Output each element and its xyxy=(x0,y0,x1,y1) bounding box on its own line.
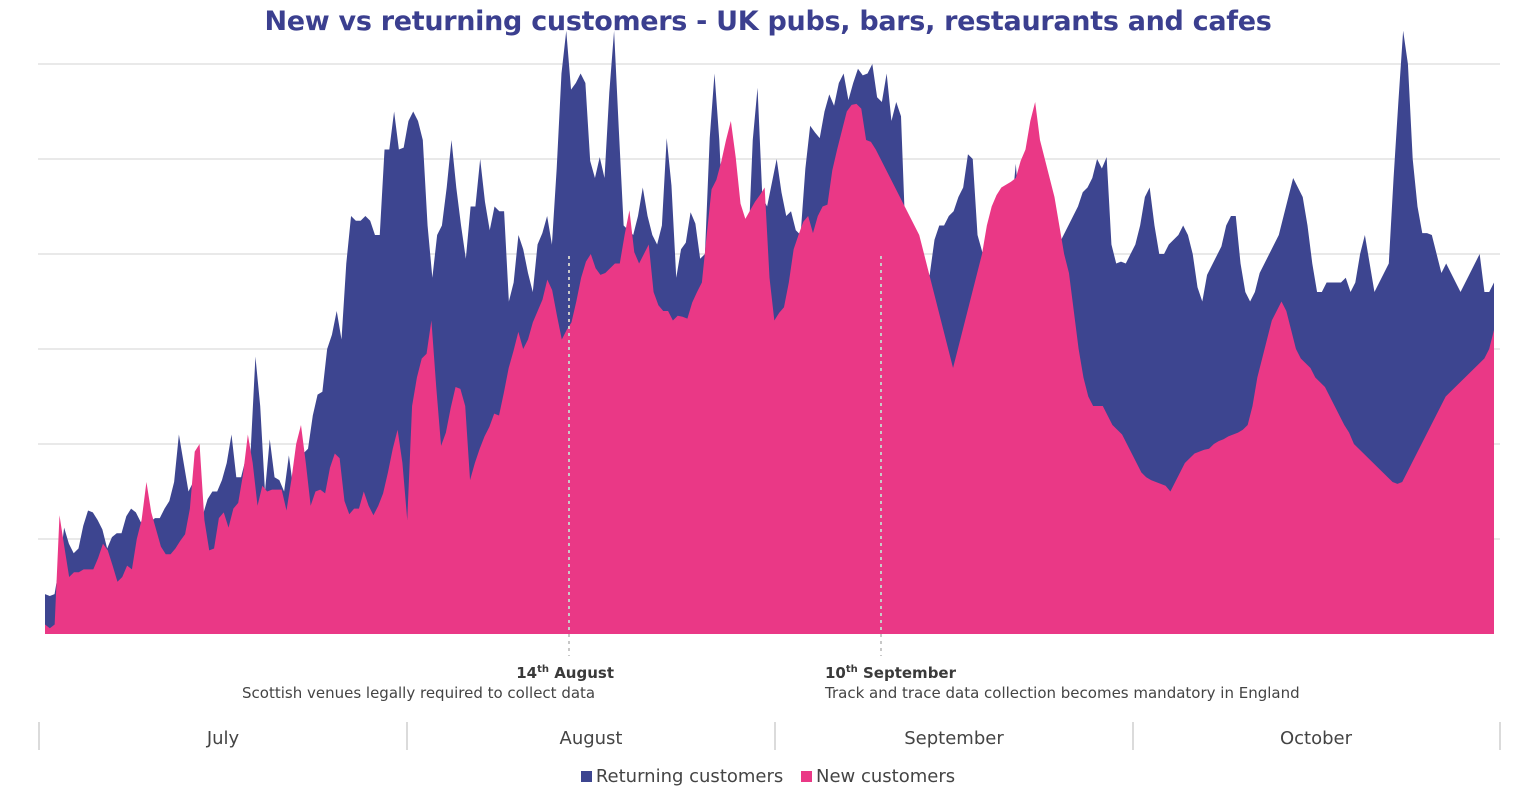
month-label-october: October xyxy=(1279,728,1353,749)
legend-item-returning-customers: Returning customers xyxy=(580,766,783,787)
legend-swatch-new-icon xyxy=(801,771,813,782)
annotation-10-september-text: Track and trace data collection becomes … xyxy=(825,684,1300,702)
month-tick-marks xyxy=(38,722,1501,750)
annotation-14-august-text: Scottish venues legally required to coll… xyxy=(242,684,596,702)
month-label-july: July xyxy=(206,728,240,749)
legend-swatch-returning-icon xyxy=(580,771,592,782)
annotation-10-september: 10th September Track and trace data coll… xyxy=(825,664,1385,702)
chart-title: New vs returning customers - UK pubs, ba… xyxy=(264,6,1272,37)
annotation-14-august: 14th August Scottish venues legally requ… xyxy=(242,664,622,702)
series-area-new-customers xyxy=(45,102,1494,634)
legend: Returning customers New customers xyxy=(0,766,1536,787)
month-label-august: August xyxy=(559,728,623,749)
legend-item-new-customers: New customers xyxy=(801,766,955,787)
month-label-september: September xyxy=(904,728,1004,749)
